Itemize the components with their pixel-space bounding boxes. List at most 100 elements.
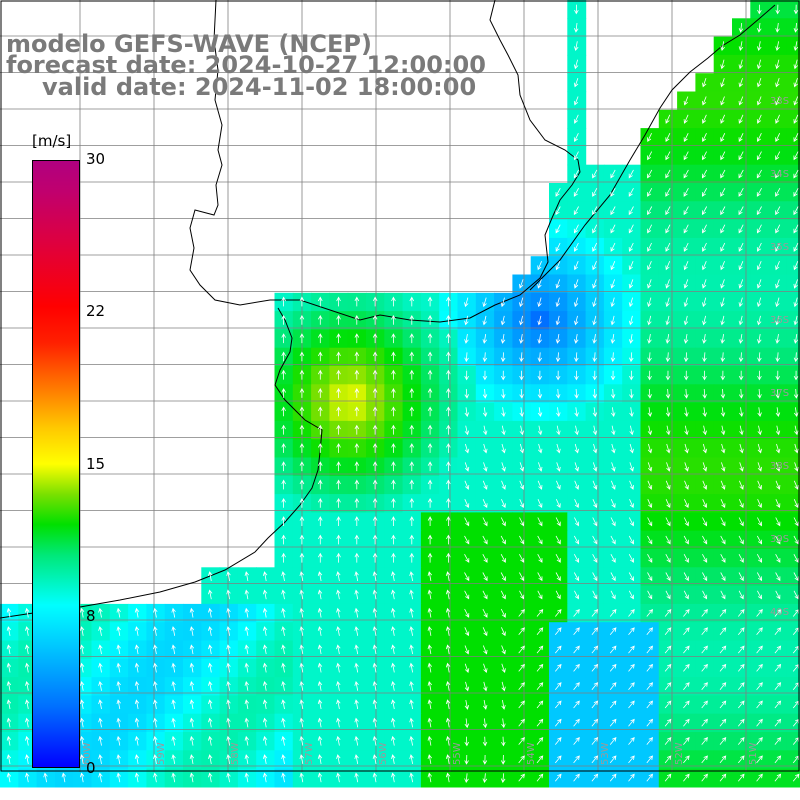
- wind-arrow: [573, 682, 580, 690]
- wind-arrow: [501, 700, 506, 710]
- wind-arrow: [372, 333, 378, 344]
- wind-arrow: [555, 279, 561, 289]
- wind-arrow: [720, 572, 726, 582]
- wind-arrow: [574, 370, 579, 381]
- wind-arrow: [153, 717, 158, 728]
- wind-arrow: [446, 516, 451, 526]
- wind-arrow: [6, 699, 12, 710]
- wind-arrow: [591, 627, 599, 636]
- wind-arrow: [683, 645, 690, 654]
- wind-arrow: [775, 370, 781, 381]
- wind-arrow: [628, 663, 635, 672]
- wind-arrow: [628, 718, 635, 727]
- wind-arrow: [354, 314, 360, 325]
- wind-arrow: [738, 242, 744, 252]
- wind-arrow: [446, 552, 451, 563]
- wind-arrow: [134, 644, 140, 655]
- wind-arrow: [98, 735, 103, 746]
- wind-arrow: [610, 224, 616, 234]
- wind-arrow: [702, 572, 708, 582]
- wind-arrow: [317, 754, 323, 764]
- wind-arrow: [537, 388, 543, 399]
- wind-arrow: [500, 315, 506, 326]
- wind-arrow: [299, 497, 305, 508]
- wind-arrow: [775, 590, 781, 600]
- wind-arrow: [354, 607, 359, 618]
- wind-cell: [567, 164, 587, 184]
- wind-arrow: [739, 407, 744, 418]
- wind-cell: [658, 603, 678, 623]
- wind-arrow: [79, 626, 85, 636]
- wind-cell: [713, 768, 733, 788]
- wind-arrow: [79, 607, 85, 618]
- wind-arrow: [464, 462, 470, 472]
- wind-arrow: [299, 626, 304, 636]
- longitude-label: 52W: [674, 742, 685, 765]
- wind-arrow: [555, 554, 561, 563]
- wind-arrow: [482, 554, 488, 563]
- wind-arrow: [665, 572, 671, 582]
- wind-arrow: [592, 590, 598, 600]
- wind-cell: [768, 640, 788, 660]
- wind-cell: [622, 622, 642, 642]
- wind-cell: [658, 713, 678, 733]
- wind-arrow: [775, 279, 780, 289]
- wind-arrow: [501, 462, 506, 472]
- wind-arrow: [6, 680, 12, 691]
- wind-arrow: [647, 388, 652, 399]
- wind-cell: [695, 146, 715, 166]
- wind-arrow: [720, 315, 725, 326]
- wind-cell: [786, 732, 800, 751]
- wind-cell: [530, 750, 550, 770]
- wind-arrow: [445, 717, 451, 728]
- wind-arrow: [536, 663, 544, 672]
- wind-arrow: [500, 773, 506, 784]
- wind-cell: [658, 219, 678, 239]
- wind-arrow: [519, 499, 525, 509]
- wind-arrow: [464, 297, 469, 308]
- wind-arrow: [702, 96, 707, 106]
- wind-cell: [677, 713, 696, 733]
- wind-cell: [786, 512, 800, 532]
- wind-arrow: [317, 699, 323, 710]
- wind-arrow: [647, 425, 653, 436]
- wind-cell: [603, 768, 623, 788]
- wind-arrow: [464, 681, 470, 692]
- wind-cell: [677, 695, 696, 715]
- wind-arrow: [683, 133, 689, 143]
- wind-arrow: [354, 497, 360, 508]
- wind-arrow: [336, 424, 341, 435]
- wind-arrow: [6, 607, 12, 618]
- wind-arrow: [592, 334, 597, 344]
- wind-arrow: [226, 717, 231, 728]
- wind-arrow: [464, 535, 470, 545]
- wind-arrow: [25, 607, 30, 618]
- colorbar-tick-0: 0: [86, 759, 96, 777]
- wind-arrow: [592, 425, 598, 436]
- wind-arrow: [702, 535, 708, 545]
- wind-cell: [622, 713, 642, 733]
- wind-arrow: [482, 480, 488, 490]
- wind-arrow: [482, 572, 488, 582]
- wind-arrow: [61, 772, 67, 783]
- wind-arrow: [116, 680, 121, 691]
- wind-arrow: [628, 535, 634, 545]
- wind-cell: [750, 128, 770, 147]
- wind-cell: [530, 677, 550, 696]
- wind-arrow: [409, 717, 414, 728]
- wind-arrow: [317, 607, 323, 618]
- wind-arrow: [537, 370, 543, 381]
- wind-arrow: [354, 479, 360, 490]
- wind-arrow: [592, 499, 598, 509]
- wind-cell: [585, 677, 605, 696]
- wind-arrow: [738, 572, 744, 582]
- wind-arrow: [317, 626, 323, 636]
- wind-cell: [786, 91, 800, 111]
- wind-arrow: [501, 388, 506, 399]
- wind-arrow: [372, 735, 378, 746]
- wind-arrow: [647, 334, 652, 344]
- wind-cell: [713, 219, 733, 239]
- wind-arrow: [720, 388, 726, 399]
- wind-cell: [567, 183, 587, 202]
- wind-arrow: [591, 718, 599, 727]
